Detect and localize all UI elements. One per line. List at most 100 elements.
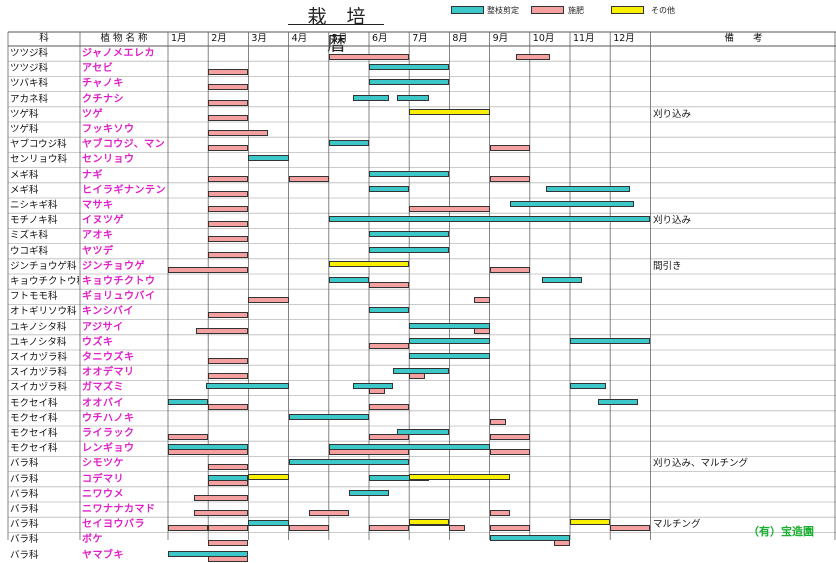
plant-name: アジサイ <box>82 321 124 333</box>
family-cell: オトギリソウ科 <box>10 306 77 318</box>
bar-fertilize <box>473 327 490 334</box>
family-cell: メギ科 <box>10 169 39 181</box>
bar-fertilize <box>369 525 410 532</box>
bar-fertilize <box>196 327 249 334</box>
legend-label-prune: 整枝剪定 <box>487 6 519 15</box>
bar-fertilize <box>208 358 249 364</box>
bar-fertilize <box>489 434 530 440</box>
bar-prune <box>328 140 369 147</box>
header-month: 2月 <box>211 33 227 44</box>
family-cell: モクセイ科 <box>10 443 58 455</box>
bar-fertilize <box>208 236 249 243</box>
bar-fertilize <box>208 221 249 228</box>
bar-fertilize <box>208 130 269 136</box>
plant-name: ウチハノキ <box>82 412 135 424</box>
bar-other <box>570 519 611 526</box>
bar-fertilize <box>489 145 530 152</box>
bar-prune <box>168 398 209 405</box>
bar-fertilize <box>369 403 410 410</box>
family-cell: フトモモ科 <box>10 291 58 303</box>
plant-name: タニウズキ <box>82 352 135 363</box>
bar-fertilize <box>473 297 490 304</box>
family-cell: アカネ科 <box>10 93 49 105</box>
plant-name: ヒイラギナンテン <box>82 184 166 196</box>
bar-fertilize <box>168 449 249 456</box>
bar-prune <box>206 383 289 390</box>
bar-fertilize <box>208 69 249 76</box>
family-cell: ウコギ科 <box>10 245 49 257</box>
family-cell: ニシキギ科 <box>10 200 58 211</box>
bar-fertilize <box>208 114 249 121</box>
family-cell: メギ科 <box>10 184 39 196</box>
header-notes: 備 考 <box>724 33 763 44</box>
bar-prune <box>248 155 289 162</box>
bar-prune <box>352 94 390 101</box>
bar-fertilize <box>208 403 249 410</box>
bar-fertilize <box>168 525 209 532</box>
bar-fertilize <box>449 525 466 532</box>
plant-name: オオバイ <box>82 397 124 409</box>
bar-fertilize <box>208 555 249 562</box>
bar-prune <box>248 520 289 527</box>
header-month: 3月 <box>251 33 267 44</box>
bar-fertilize <box>288 175 329 182</box>
legend-label-fertilize: 施肥 <box>568 6 584 15</box>
plant-name: アセビ <box>82 63 114 75</box>
bar-fertilize <box>208 175 249 182</box>
plant-name: アオキ <box>82 230 114 242</box>
bar-prune <box>409 322 490 329</box>
header-plant: 植 物 名 称 <box>100 33 148 44</box>
plant-name: ウズキ <box>82 336 114 348</box>
bar-fertilize <box>208 84 249 91</box>
note-cell: 刈り込み、マルチング <box>653 458 749 470</box>
bar-fertilize <box>208 479 249 486</box>
title-underline <box>288 24 384 25</box>
plant-name: キョウチクトウ <box>82 276 156 287</box>
bar-prune <box>409 353 490 359</box>
bar-other <box>328 260 410 267</box>
bar-fertilize <box>168 434 209 440</box>
bar-fertilize <box>489 525 530 532</box>
family-cell: ツツジ科 <box>10 48 49 59</box>
header-family: 科 <box>39 33 49 44</box>
bar-fertilize <box>409 206 490 212</box>
note-cell: 刈り込み <box>653 108 692 120</box>
bar-fertilize <box>208 99 249 106</box>
family-cell: バラ科 <box>10 473 39 485</box>
bar-fertilize <box>194 494 249 501</box>
bar-fertilize <box>553 540 570 547</box>
legend-label-other: その他 <box>651 6 675 15</box>
bar-fertilize <box>208 145 249 152</box>
bar-fertilize <box>489 418 506 425</box>
bar-prune <box>288 459 410 466</box>
bar-fertilize <box>308 510 349 516</box>
family-cell: モチノキ科 <box>10 215 58 227</box>
family-cell: ツバキ科 <box>10 78 49 90</box>
plant-name: ナギ <box>82 169 103 181</box>
bar-fertilize <box>194 510 249 516</box>
header-month: 11月 <box>573 33 595 44</box>
header-month: 8月 <box>452 33 468 44</box>
family-cell: バラ科 <box>10 504 39 515</box>
plant-name: ガマズミ <box>82 382 124 394</box>
bar-fertilize <box>369 342 410 349</box>
note-cell: 間引き <box>653 260 682 272</box>
family-cell: ミズキ科 <box>10 230 49 242</box>
bar-fertilize <box>288 525 329 532</box>
family-cell: モクセイ科 <box>10 397 58 409</box>
bar-fertilize <box>515 54 550 60</box>
family-cell: ツゲ科 <box>10 124 39 135</box>
bar-fertilize <box>208 206 249 212</box>
family-cell: バラ科 <box>10 549 39 561</box>
bar-fertilize <box>489 449 530 456</box>
family-cell: バラ科 <box>10 488 39 500</box>
bar-prune <box>369 246 450 253</box>
plant-name: ニワナナカマド <box>82 504 156 515</box>
bar-prune <box>369 79 450 86</box>
bar-prune <box>598 398 639 405</box>
header-month: 5月 <box>331 33 348 44</box>
plant-name: クチナシ <box>82 93 124 105</box>
bar-prune <box>397 94 430 101</box>
bar-other <box>409 473 510 480</box>
plant-name: フッキソウ <box>82 124 135 135</box>
